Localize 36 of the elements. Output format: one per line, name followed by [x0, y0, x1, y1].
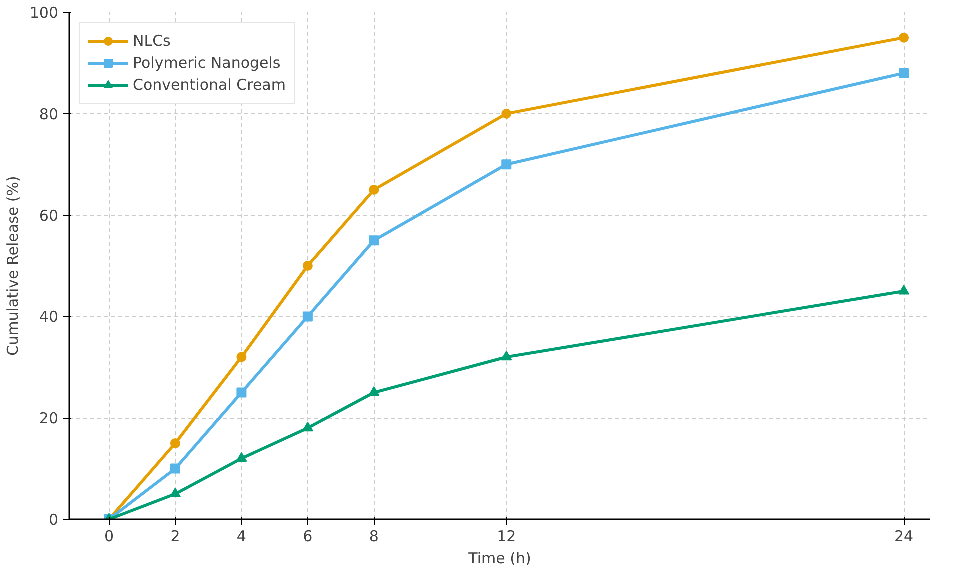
point — [170, 488, 181, 498]
y-tick-label: 80 — [39, 105, 59, 124]
y-tick-label: 100 — [30, 4, 59, 22]
x-tick-label: 8 — [369, 528, 379, 546]
y-tick-label: 60 — [39, 206, 59, 225]
point — [170, 438, 180, 448]
x-axis-title: Time (h) — [468, 550, 532, 568]
point — [502, 108, 512, 119]
x-tick-label: 12 — [497, 528, 516, 546]
point — [899, 68, 910, 78]
point — [369, 184, 380, 195]
point — [236, 388, 247, 398]
point — [170, 464, 180, 474]
point — [898, 285, 910, 295]
x-tick-label: 24 — [894, 528, 914, 546]
point — [368, 386, 380, 396]
legend-label: NLCs — [133, 32, 171, 50]
y-axis-title: Cumulative Release (%) — [4, 176, 22, 356]
x-tick-label: 2 — [170, 528, 180, 546]
point — [302, 422, 314, 432]
x-tick-label: 0 — [104, 528, 114, 546]
legend-label: Conventional Cream — [133, 76, 286, 94]
point — [302, 261, 313, 271]
point — [302, 312, 313, 322]
point — [899, 32, 910, 43]
point — [236, 452, 248, 462]
point — [502, 160, 512, 170]
y-tick-label: 0 — [48, 511, 59, 529]
point — [236, 352, 247, 362]
point — [369, 236, 380, 246]
y-tick-label: 20 — [39, 410, 59, 428]
x-tick-label: 4 — [236, 528, 246, 546]
x-tick-label: 6 — [303, 528, 313, 546]
legend-label: Polymeric Nanogels — [133, 54, 281, 72]
point — [501, 350, 512, 361]
y-tick-label: 40 — [39, 308, 59, 326]
